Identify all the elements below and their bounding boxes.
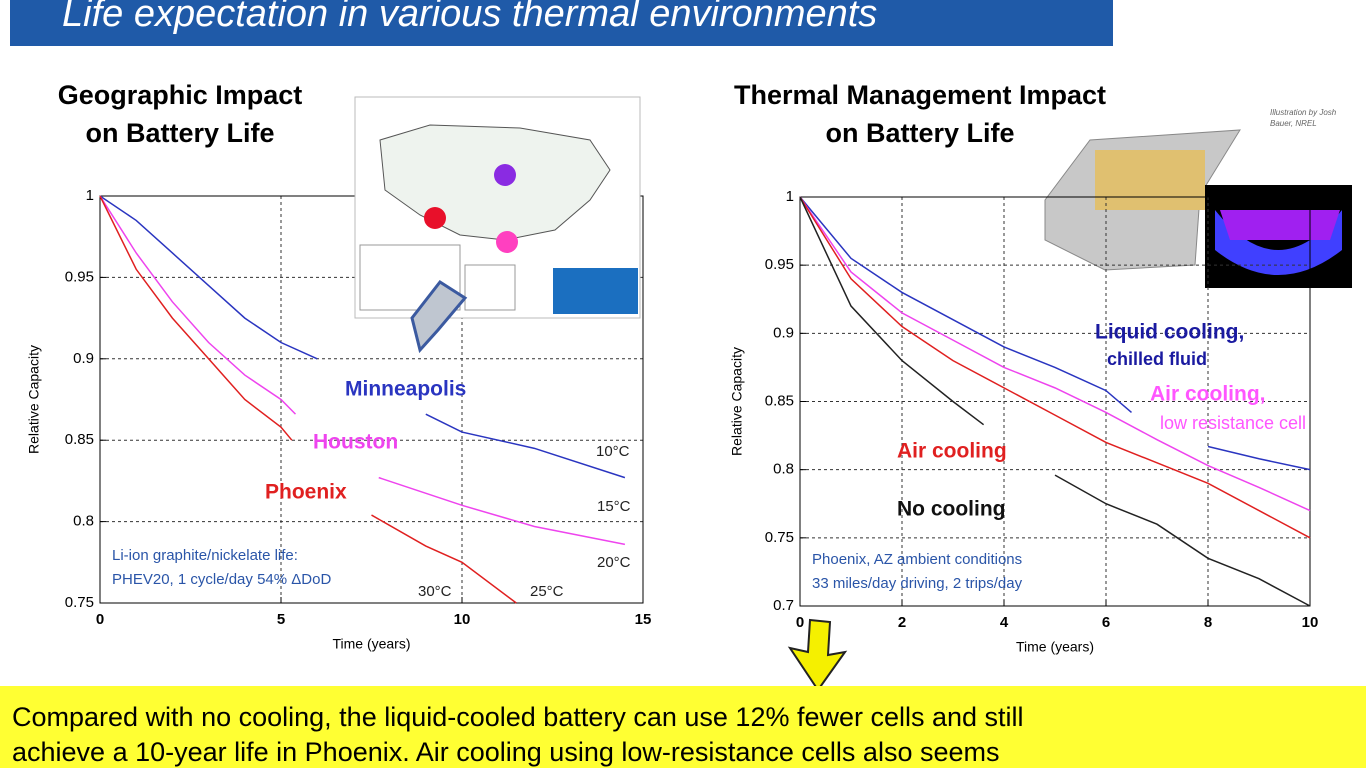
slide-title: Life expectation in various thermal envi… <box>62 0 877 35</box>
credit: Illustration by Josh <box>1270 108 1337 117</box>
x-tick-label: 0 <box>96 611 104 628</box>
annotation: Li-ion graphite/nickelate life: <box>112 547 298 564</box>
credit: Bauer, NREL <box>1270 119 1317 128</box>
series-label: Houston <box>313 431 398 454</box>
chart-title: on Battery Life <box>825 118 1014 148</box>
y-tick-label: 0.9 <box>73 350 94 367</box>
footer-text: Compared with no cooling, the liquid-coo… <box>12 702 1024 732</box>
y-tick-label: 0.9 <box>773 324 794 341</box>
x-tick-label: 10 <box>1302 614 1319 631</box>
series-label: Air cooling <box>897 440 1007 463</box>
y-tick-label: 0.95 <box>765 256 794 273</box>
annotation: 25°C <box>530 583 564 600</box>
x-axis-label: Time (years) <box>332 636 410 652</box>
y-axis-label: Relative Capacity <box>729 347 745 456</box>
series-line <box>799 196 1311 512</box>
series-line <box>799 196 1311 607</box>
annotation: PHEV20, 1 cycle/day 54% ΔDoD <box>112 571 331 588</box>
footer-band <box>0 686 1366 768</box>
annotation: Phoenix, AZ ambient conditions <box>812 551 1022 568</box>
y-tick-label: 0.75 <box>65 594 94 611</box>
x-tick-label: 5 <box>277 611 285 628</box>
x-tick-label: 10 <box>454 611 471 628</box>
x-tick-label: 6 <box>1102 614 1110 631</box>
x-tick-label: 15 <box>635 611 652 628</box>
series-label: Liquid cooling, <box>1095 321 1244 344</box>
y-tick-label: 0.8 <box>773 461 794 478</box>
y-tick-label: 0.85 <box>65 431 94 448</box>
y-tick-label: 0.7 <box>773 597 794 614</box>
footer-text: achieve a 10-year life in Phoenix. Air c… <box>12 737 1000 767</box>
annotation: 33 miles/day driving, 2 trips/day <box>812 575 1023 592</box>
y-tick-label: 0.75 <box>765 529 794 546</box>
chart-title: on Battery Life <box>85 118 274 148</box>
annotation: 10°C <box>596 443 630 460</box>
y-axis-label: Relative Capacity <box>26 345 42 454</box>
battery-image <box>1044 129 1352 288</box>
y-tick-label: 1 <box>86 187 94 204</box>
x-tick-label: 4 <box>1000 614 1009 631</box>
x-tick-label: 0 <box>796 614 804 631</box>
arrow <box>787 618 848 692</box>
series-label: No cooling <box>897 498 1006 521</box>
annotation: low resistance cell <box>1160 413 1306 433</box>
annotation: 15°C <box>597 498 631 515</box>
x-axis-label: Time (years) <box>1016 639 1094 655</box>
map-image <box>354 96 641 354</box>
chart-title: Geographic Impact <box>58 80 303 110</box>
series-label: Minneapolis <box>345 378 466 401</box>
x-tick-label: 8 <box>1204 614 1212 631</box>
series-line <box>799 196 1311 471</box>
series-label: Air cooling, <box>1150 383 1266 406</box>
y-tick-label: 1 <box>786 188 794 205</box>
annotation: chilled fluid <box>1107 349 1207 369</box>
series-line <box>99 195 517 604</box>
title-bar <box>10 0 1113 46</box>
series-line <box>799 196 1311 539</box>
x-tick-label: 2 <box>898 614 906 631</box>
series-line <box>99 195 626 479</box>
y-tick-label: 0.95 <box>65 268 94 285</box>
annotation: 30°C <box>418 583 452 600</box>
series-label: Phoenix <box>265 481 347 504</box>
annotation: 20°C <box>597 554 631 571</box>
chart-title: Thermal Management Impact <box>734 80 1106 110</box>
y-tick-label: 0.8 <box>73 513 94 530</box>
y-tick-label: 0.85 <box>765 392 794 409</box>
plot-frame <box>799 196 1311 607</box>
series-line <box>99 195 626 546</box>
